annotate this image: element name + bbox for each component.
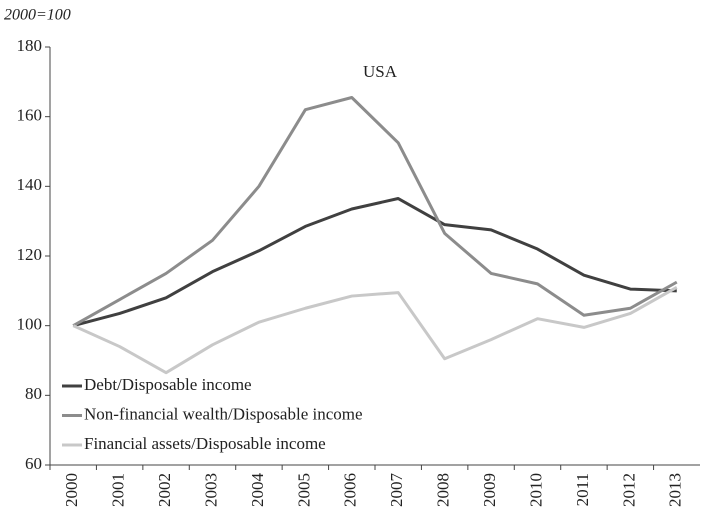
y-tick-label: 120 (17, 245, 43, 264)
chart-title: USA (363, 62, 398, 81)
x-tick-label: 2004 (248, 473, 267, 508)
x-tick-label: 2006 (341, 473, 360, 507)
x-tick-label: 2002 (155, 473, 174, 507)
legend-label: Financial assets/Disposable income (84, 434, 326, 453)
x-tick-label: 2013 (666, 473, 685, 507)
x-tick-label: 2008 (434, 473, 453, 507)
legend-label: Debt/Disposable income (84, 375, 252, 394)
x-tick-label: 2007 (387, 473, 406, 508)
y-tick-label: 160 (17, 106, 43, 125)
series-line (72, 197, 677, 328)
x-tick-label: 2011 (573, 473, 592, 506)
x-tick-label: 2012 (619, 473, 638, 507)
x-tick-label: 2001 (109, 473, 128, 507)
x-tick-label: 2000 (62, 473, 81, 507)
x-tick-label: 2009 (480, 473, 499, 507)
x-tick-label: 2010 (526, 473, 545, 507)
legend-label: Non-financial wealth/Disposable income (84, 404, 363, 423)
y-tick-label: 80 (25, 384, 42, 403)
y-tick-label: 180 (17, 36, 43, 55)
series-line (72, 286, 678, 375)
y-tick-label: 140 (17, 175, 43, 194)
y-unit-label: 2000=100 (4, 7, 71, 24)
x-tick-label: 2005 (294, 473, 313, 507)
x-tick-label: 2003 (201, 473, 220, 507)
y-tick-label: 60 (25, 454, 42, 473)
series-line (72, 96, 678, 327)
y-tick-label: 100 (17, 315, 43, 334)
